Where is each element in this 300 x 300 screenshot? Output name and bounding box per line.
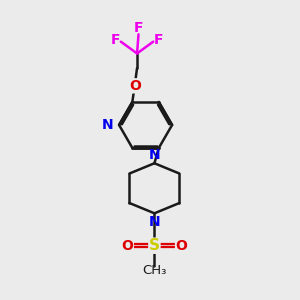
Text: N: N (148, 215, 160, 229)
Text: S: S (149, 238, 160, 253)
Text: F: F (134, 21, 143, 35)
Text: O: O (176, 239, 188, 253)
Text: O: O (122, 239, 133, 253)
Text: CH₃: CH₃ (142, 264, 166, 277)
Text: O: O (129, 79, 141, 93)
Text: N: N (148, 148, 160, 162)
Text: F: F (111, 33, 120, 47)
Text: N: N (102, 118, 114, 132)
Text: F: F (154, 33, 163, 47)
